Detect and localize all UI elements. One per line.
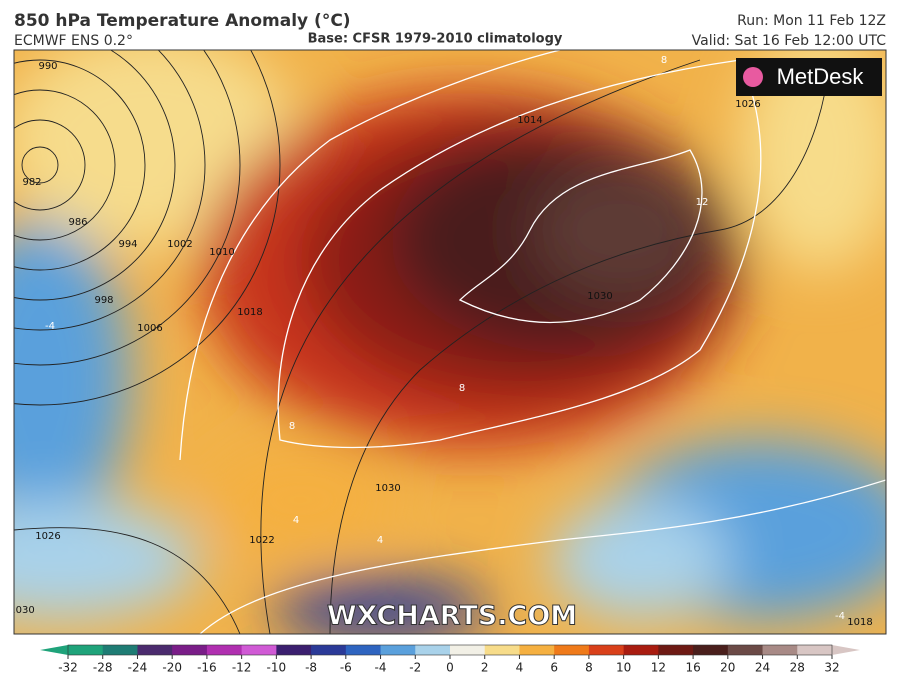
- colorbar-segment: [311, 645, 347, 655]
- colorbar-segment: [102, 645, 138, 655]
- colorbar-segment: [693, 645, 729, 655]
- colorbar-segment: [519, 645, 555, 655]
- base: Base: CFSR 1979-2010 climatology: [308, 32, 563, 47]
- map: 990 982 986 994 998 1002 1006 1010 1014 1018 1022 1…: [9, 50, 886, 634]
- colorbar-tick-label: 28: [790, 661, 805, 675]
- colorbar-segment: [415, 645, 451, 655]
- contour-label: -4: [45, 321, 55, 332]
- colorbar-tick-label: 8: [585, 661, 593, 675]
- colorbar-tick-label: 12: [651, 661, 666, 675]
- contour-label: 1018: [237, 307, 262, 318]
- colorbar-tick-label: -32: [58, 661, 78, 675]
- run: Run: Mon 11 Feb 12Z: [737, 13, 886, 29]
- colorbar-tick-label: 32: [824, 661, 839, 675]
- contour-labels: 990 982 986 994 998 1002 1006 1010 1014 1018 1022 1…: [9, 55, 873, 628]
- colorbar-tick-label: -24: [128, 661, 148, 675]
- colorbar-segment: [484, 645, 520, 655]
- colorbar-tick-label: -2: [409, 661, 421, 675]
- anomaly-contours: [179, 50, 886, 634]
- contour-label: 1026: [735, 99, 760, 110]
- colorbar-segment: [137, 645, 173, 655]
- colorbar-tick-label: -12: [232, 661, 252, 675]
- logo-icon: [743, 67, 763, 87]
- colorbar-segment: [68, 645, 104, 655]
- colorbar-tick-label: -8: [305, 661, 317, 675]
- colorbar-tick-label: 16: [685, 661, 700, 675]
- colorbar-end: [40, 645, 68, 655]
- contour-label: 1030: [587, 291, 612, 302]
- colorbar-tick-label: -4: [375, 661, 387, 675]
- colorbar-end: [832, 645, 860, 655]
- colorbar-segment: [450, 645, 486, 655]
- colorbar: -32 -28 -24 -20 -16 -12 -10 -8 -6 -4 -2 0 2 4 6 8 10 12 16…: [40, 644, 860, 675]
- contour-label: 1006: [137, 323, 162, 334]
- colorbar-segment: [727, 645, 764, 655]
- colorbar-tick-label: 2: [481, 661, 489, 675]
- contour-label: 4: [377, 535, 383, 546]
- contour-label: 1014: [517, 115, 542, 126]
- colorbar-tick-label: 24: [755, 661, 770, 675]
- colorbar-segment: [588, 645, 625, 655]
- contour-label: 8: [289, 421, 295, 432]
- colorbar-segment: [241, 645, 277, 655]
- colorbar-segment: [380, 645, 416, 655]
- colorbar-tick-label: 4: [516, 661, 524, 675]
- contour-label: 8: [459, 383, 465, 394]
- colorbar-tick-label: 10: [616, 661, 631, 675]
- colorbar-tick-label: -20: [162, 661, 182, 675]
- contour-label: 1022: [249, 535, 274, 546]
- colorbar-tick-label: 0: [446, 661, 454, 675]
- colorbar-tick-label: 6: [550, 661, 558, 675]
- colorbar-segment: [172, 645, 208, 655]
- colorbar-segment: [658, 645, 694, 655]
- colorbar-segment: [762, 645, 798, 655]
- contour-label: 1026: [35, 531, 60, 542]
- isobars: [14, 50, 831, 634]
- contour-label: 8: [661, 55, 667, 66]
- valid: Valid: Sat 16 Feb 12:00 UTC: [692, 33, 887, 49]
- contour-label: 12: [696, 197, 709, 208]
- contour-label: -4: [835, 611, 845, 622]
- colorbar-tick-label: -16: [197, 661, 217, 675]
- colorbar-tick-label: -6: [340, 661, 352, 675]
- contour-label: 998: [94, 295, 113, 306]
- colorbar-tick-label: 20: [720, 661, 735, 675]
- colorbar-segment: [206, 645, 243, 655]
- contour-label: 986: [68, 217, 87, 228]
- contour-label: 1030: [9, 605, 34, 616]
- contour-label: 1030: [375, 483, 400, 494]
- contour-label: 994: [118, 239, 137, 250]
- watermark: WXCHARTS.COM: [327, 601, 577, 632]
- colorbar-segment: [276, 645, 312, 655]
- logo: MetDesk: [777, 64, 865, 89]
- contour-label: 4: [293, 515, 299, 526]
- colorbar-tick-label: -28: [93, 661, 113, 675]
- model: ECMWF ENS 0.2°: [14, 33, 133, 49]
- colorbar-segment: [797, 645, 833, 655]
- contour-label: 1010: [209, 247, 234, 258]
- title: 850 hPa Temperature Anomaly (°C): [14, 11, 351, 31]
- colorbar-segment: [554, 645, 590, 655]
- contour-label: 1002: [167, 239, 192, 250]
- colorbar-segment: [623, 645, 659, 655]
- colorbar-tick-label: -10: [267, 661, 287, 675]
- colorbar-segment: [345, 645, 382, 655]
- contour-label: 982: [22, 177, 41, 188]
- contour-label: 1018: [847, 617, 872, 628]
- map-border: [13, 49, 887, 635]
- contour-label: 990: [38, 61, 57, 72]
